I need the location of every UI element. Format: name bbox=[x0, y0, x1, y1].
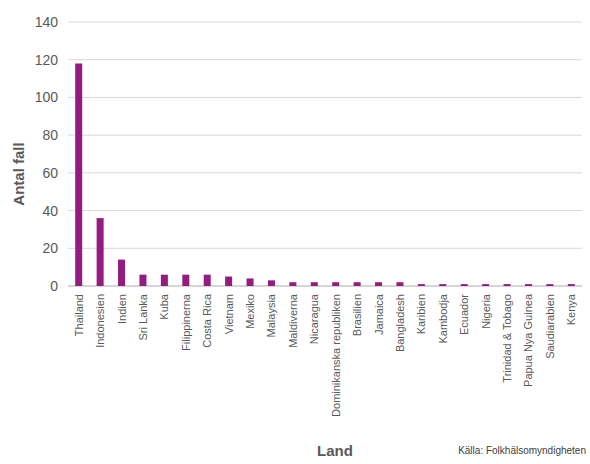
bar bbox=[525, 284, 532, 286]
grid-line bbox=[68, 22, 582, 23]
chart-svg: 0 20 40 60 80 100 120 140 Thailand Indonesien Indi… bbox=[0, 0, 590, 464]
x-tick-label: Brasilien bbox=[351, 294, 363, 336]
x-tick-label: Vietnam bbox=[223, 294, 235, 334]
x-tick-label: Thailand bbox=[73, 294, 85, 336]
bar bbox=[354, 282, 361, 286]
y-tick-label: 40 bbox=[42, 203, 58, 219]
bar bbox=[568, 284, 575, 286]
x-tick-label: Costa Rica bbox=[201, 293, 213, 348]
bar bbox=[97, 218, 104, 286]
x-tick-label: Mexiko bbox=[244, 294, 256, 329]
source-note: Källa: Folkhälsomyndigheten bbox=[458, 445, 586, 456]
x-tick-label: Bangladesh bbox=[394, 294, 406, 352]
bar bbox=[225, 277, 232, 286]
x-tick-label: Nicaragua bbox=[308, 293, 320, 344]
bar bbox=[161, 275, 168, 286]
y-tick-label: 140 bbox=[35, 14, 59, 30]
x-tick-label: Saudiarabien bbox=[544, 294, 556, 359]
y-tick-label: 20 bbox=[42, 240, 58, 256]
x-tick-label: Jamaica bbox=[373, 293, 385, 335]
x-tick-label: Karibien bbox=[415, 294, 427, 334]
y-tick-label: 80 bbox=[42, 127, 58, 143]
grid-line bbox=[68, 97, 582, 98]
y-tick-label: 120 bbox=[35, 52, 59, 68]
bar bbox=[482, 284, 489, 286]
x-tick-label: Filippinerna bbox=[180, 293, 192, 351]
x-tick-label: Dominikanska republiken bbox=[330, 294, 342, 417]
bar bbox=[289, 282, 296, 286]
y-tick-label: 0 bbox=[50, 278, 58, 294]
x-tick-label: Malaysia bbox=[265, 293, 277, 337]
bar bbox=[546, 284, 553, 286]
y-tick-label: 100 bbox=[35, 89, 59, 105]
y-axis-label: Antal fall bbox=[10, 142, 27, 205]
grid-line bbox=[68, 59, 582, 60]
bar bbox=[504, 284, 511, 286]
bar bbox=[268, 280, 275, 286]
x-axis-label: Land bbox=[317, 442, 353, 459]
bar bbox=[204, 275, 211, 286]
x-tick-label: Kenya bbox=[565, 293, 577, 325]
bar bbox=[182, 275, 189, 286]
bar bbox=[418, 284, 425, 286]
bar bbox=[332, 282, 339, 286]
bar bbox=[439, 284, 446, 286]
x-tick-label: Maldiverna bbox=[287, 293, 299, 348]
y-tick-label: 60 bbox=[42, 165, 58, 181]
x-tick-label: Nigeria bbox=[480, 293, 492, 329]
x-tick-label: Indonesien bbox=[94, 294, 106, 348]
x-tick-label: Papua Nya Guinea bbox=[522, 293, 534, 387]
x-tick-label: Sri Lanka bbox=[137, 293, 149, 340]
bar bbox=[247, 278, 254, 286]
bars bbox=[75, 63, 575, 286]
grid bbox=[68, 22, 582, 286]
bar bbox=[311, 282, 318, 286]
grid-line bbox=[68, 248, 582, 249]
bar bbox=[396, 282, 403, 286]
x-tick-label: Kuba bbox=[158, 293, 170, 320]
bar bbox=[375, 282, 382, 286]
grid-line bbox=[68, 172, 582, 173]
chart-container: 0 20 40 60 80 100 120 140 Thailand Indonesien Indi… bbox=[0, 0, 590, 464]
x-tick-label: Trinidad & Tobago bbox=[501, 294, 513, 383]
bar bbox=[461, 284, 468, 286]
bar bbox=[75, 63, 82, 286]
x-tick-label: Ecuador bbox=[458, 294, 470, 335]
x-tick-label: Kambodja bbox=[437, 293, 449, 343]
bar bbox=[118, 260, 125, 286]
grid-line bbox=[68, 210, 582, 211]
bar bbox=[139, 275, 146, 286]
grid-line bbox=[68, 135, 582, 136]
x-tick-label: Indien bbox=[116, 294, 128, 324]
